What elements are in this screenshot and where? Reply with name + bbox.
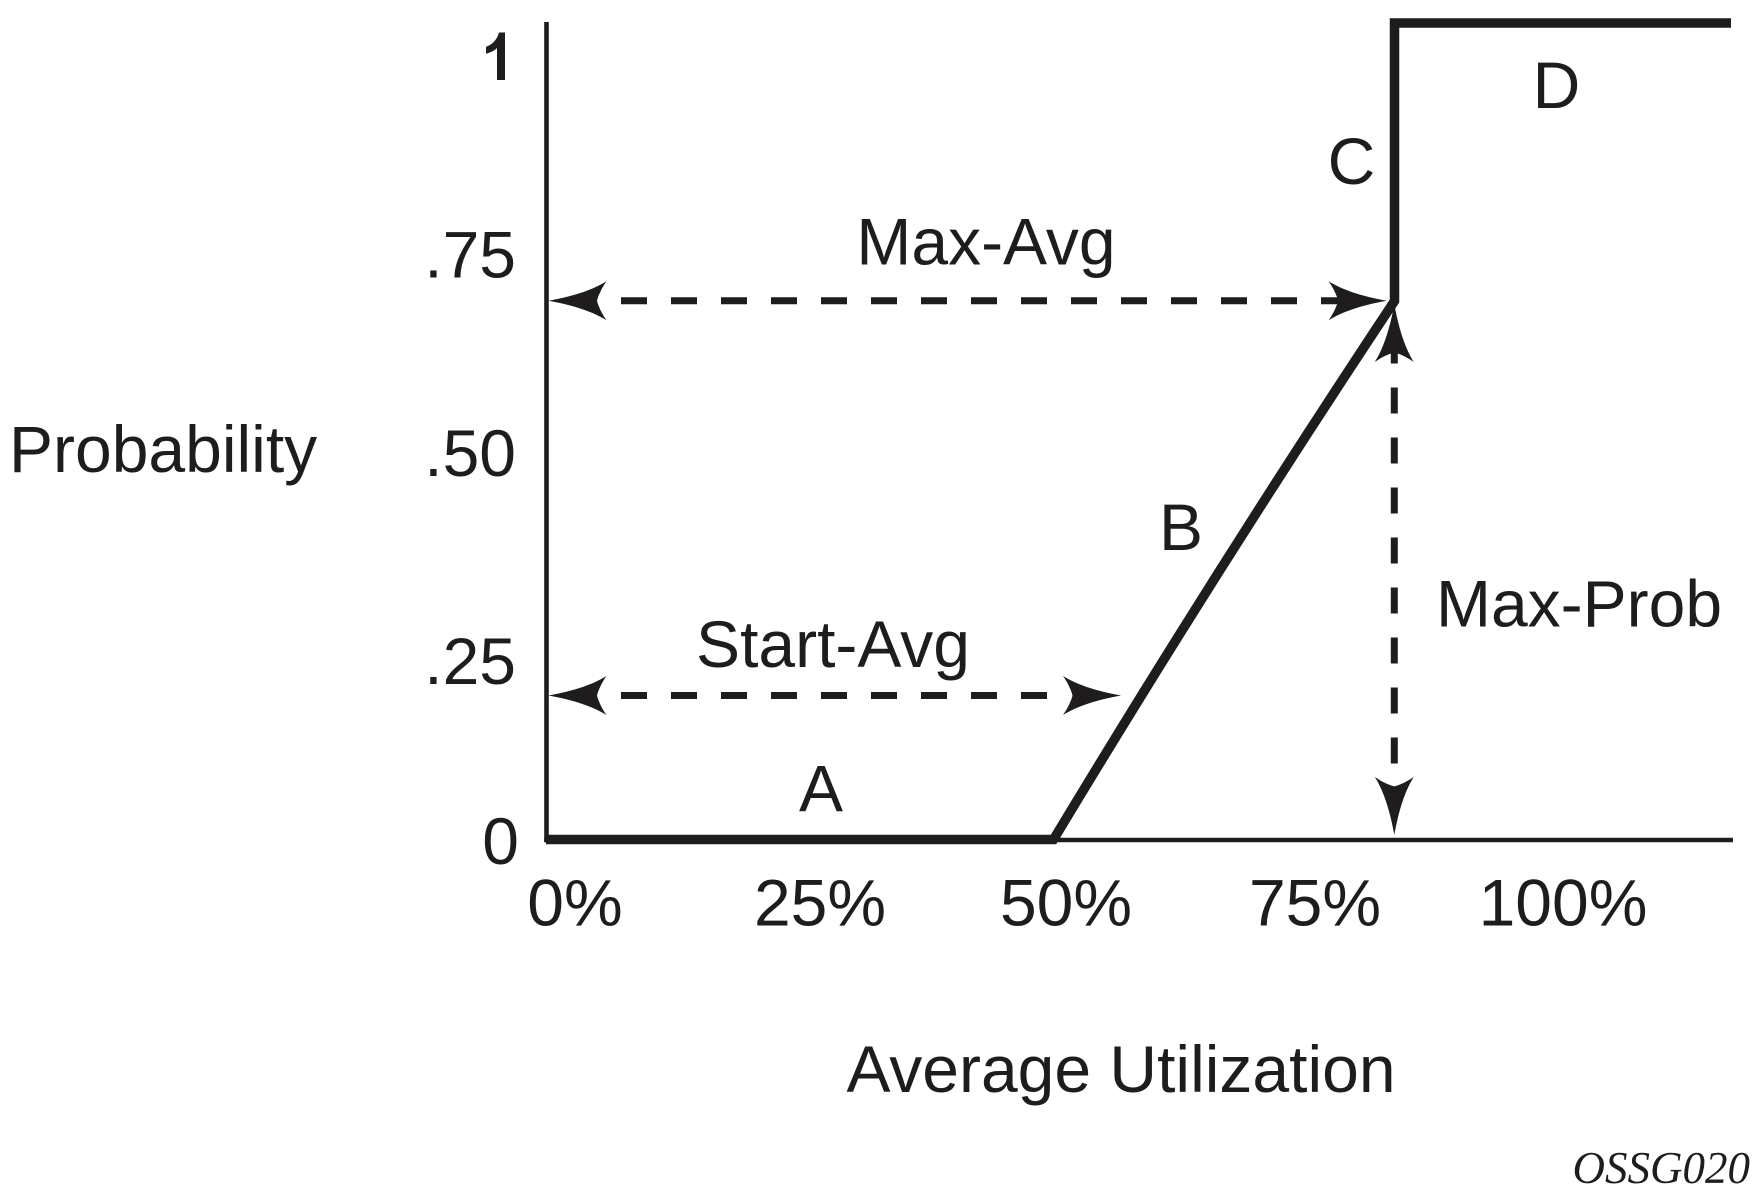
svg-text:Max-Prob: Max-Prob — [1436, 566, 1722, 640]
svg-text:.25: .25 — [424, 624, 516, 698]
svg-text:D: D — [1533, 48, 1581, 122]
svg-text:Probability: Probability — [9, 412, 317, 486]
svg-text:OSSG020: OSSG020 — [1573, 1143, 1751, 1193]
svg-text:Start-Avg: Start-Avg — [696, 607, 970, 681]
svg-text:B: B — [1159, 490, 1203, 564]
svg-text:0%: 0% — [527, 866, 622, 940]
svg-text:.75: .75 — [424, 218, 516, 292]
svg-text:C: C — [1328, 124, 1376, 198]
svg-text:.50: .50 — [424, 416, 516, 490]
svg-text:A: A — [799, 752, 843, 826]
svg-text:0: 0 — [482, 804, 519, 878]
svg-text:50%: 50% — [1000, 866, 1132, 940]
svg-text:Max-Avg: Max-Avg — [856, 205, 1115, 279]
svg-text:Average Utilization: Average Utilization — [846, 1032, 1395, 1106]
svg-text:25%: 25% — [754, 866, 886, 940]
svg-text:75%: 75% — [1249, 866, 1381, 940]
svg-text:100%: 100% — [1479, 866, 1648, 940]
